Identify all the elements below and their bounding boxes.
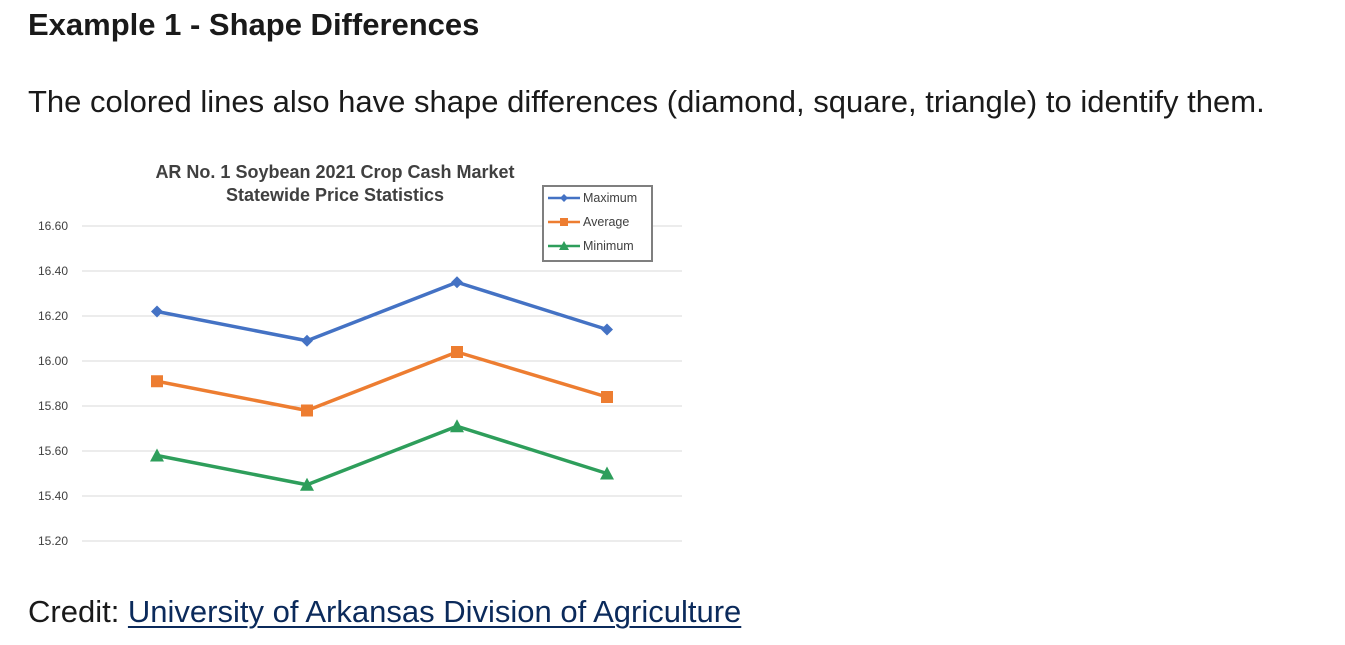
diamond-marker	[451, 276, 463, 289]
legend-entry: Minimum	[548, 239, 634, 253]
square-marker	[560, 218, 568, 226]
triangle-marker	[150, 448, 164, 462]
page-heading: Example 1 - Shape Differences	[28, 7, 480, 42]
diamond-marker	[560, 194, 568, 202]
triangle-marker	[600, 466, 614, 480]
y-tick-label: 16.40	[38, 264, 68, 278]
diamond-marker	[151, 305, 163, 318]
diamond-marker	[601, 323, 613, 336]
y-tick-label: 16.20	[38, 309, 68, 323]
legend-entry: Maximum	[548, 191, 637, 205]
series-line	[156, 350, 608, 413]
series-average	[151, 346, 613, 417]
legend-label: Maximum	[583, 191, 637, 205]
chart-title-line-2: Statewide Price Statistics	[226, 185, 444, 205]
y-tick-label: 15.40	[38, 489, 68, 503]
triangle-marker	[559, 241, 569, 250]
y-tick-label: 15.60	[38, 444, 68, 458]
legend-label: Minimum	[583, 239, 634, 253]
triangle-marker	[450, 419, 464, 433]
square-marker	[601, 391, 613, 403]
chart-legend: Maximum Average Minimum	[542, 185, 653, 262]
triangle-marker	[300, 477, 314, 491]
diamond-marker	[301, 334, 313, 347]
chart-container: AR No. 1 Soybean 2021 Crop Cash Market S…	[20, 150, 700, 560]
chart-title-line-1: AR No. 1 Soybean 2021 Crop Cash Market	[155, 162, 514, 182]
y-tick-label: 15.20	[38, 534, 68, 548]
y-tick-label: 16.00	[38, 354, 68, 368]
y-axis-ticks: 16.60 16.40 16.20 16.00 15.80 15.60 15.40 15.20	[38, 219, 68, 548]
line-chart: AR No. 1 Soybean 2021 Crop Cash Market S…	[38, 162, 682, 548]
series-maximum	[151, 276, 613, 347]
credit-line: Credit: University of Arkansas Division …	[28, 592, 741, 632]
y-tick-label: 15.80	[38, 399, 68, 413]
credit-link[interactable]: University of Arkansas Division of Agric…	[127, 594, 742, 629]
legend-label: Average	[583, 215, 629, 229]
series-line	[156, 280, 608, 343]
square-marker	[151, 375, 163, 388]
square-marker	[451, 346, 463, 358]
intro-paragraph: The colored lines also have shape differ…	[28, 84, 1265, 119]
credit-prefix: Credit:	[28, 594, 128, 629]
legend-entry: Average	[548, 215, 629, 229]
y-tick-label: 16.60	[38, 219, 68, 233]
square-marker	[301, 404, 313, 417]
series-line	[156, 424, 608, 487]
series-minimum	[150, 419, 614, 491]
series-lines	[150, 276, 614, 491]
